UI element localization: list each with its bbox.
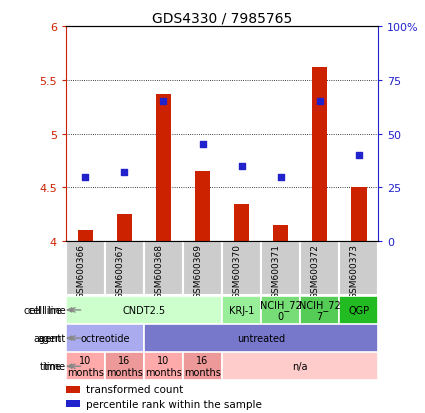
Text: percentile rank within the sample: percentile rank within the sample xyxy=(86,399,262,408)
Text: agent: agent xyxy=(34,333,62,343)
Text: GSM600370: GSM600370 xyxy=(232,243,241,298)
Text: CNDT2.5: CNDT2.5 xyxy=(122,305,165,315)
Bar xyxy=(312,68,328,242)
Bar xyxy=(183,242,222,295)
Bar xyxy=(66,296,222,324)
Bar xyxy=(300,296,339,324)
Bar xyxy=(66,386,80,393)
Text: agent: agent xyxy=(38,333,66,343)
Text: QGP: QGP xyxy=(348,305,369,315)
Text: 16
months: 16 months xyxy=(106,356,143,377)
Text: 10
months: 10 months xyxy=(145,356,182,377)
Bar xyxy=(195,172,210,242)
Bar xyxy=(144,242,183,295)
Text: GSM600366: GSM600366 xyxy=(76,243,85,298)
Bar xyxy=(234,204,249,242)
Bar xyxy=(156,95,171,242)
Text: n/a: n/a xyxy=(292,361,308,371)
Point xyxy=(238,163,245,170)
Point xyxy=(355,152,362,159)
Text: GSM600369: GSM600369 xyxy=(193,243,203,298)
Bar xyxy=(339,296,378,324)
Point xyxy=(82,174,89,180)
Bar xyxy=(105,242,144,295)
Bar xyxy=(222,296,261,324)
Bar xyxy=(144,352,183,380)
Text: NCIH_72
7: NCIH_72 7 xyxy=(299,299,340,321)
Point xyxy=(160,99,167,105)
Bar xyxy=(351,188,366,242)
Bar xyxy=(105,352,144,380)
Text: NCIH_72
0: NCIH_72 0 xyxy=(260,299,301,321)
Text: KRJ-1: KRJ-1 xyxy=(229,305,254,315)
Bar xyxy=(339,242,378,295)
Text: GSM600373: GSM600373 xyxy=(350,243,359,298)
Bar xyxy=(261,242,300,295)
Text: GSM600371: GSM600371 xyxy=(272,243,280,298)
Point xyxy=(199,142,206,148)
Point xyxy=(316,99,323,105)
Bar xyxy=(144,324,378,352)
Bar xyxy=(183,352,222,380)
Bar xyxy=(273,225,289,242)
Bar xyxy=(261,296,300,324)
Text: cell line: cell line xyxy=(24,305,62,315)
Text: cell line: cell line xyxy=(28,305,66,315)
Bar xyxy=(78,231,93,242)
Bar xyxy=(66,242,105,295)
Bar xyxy=(222,242,261,295)
Text: octreotide: octreotide xyxy=(80,333,130,343)
Point xyxy=(277,174,284,180)
Text: 16
months: 16 months xyxy=(184,356,221,377)
Text: GSM600367: GSM600367 xyxy=(116,243,125,298)
Text: GSM600372: GSM600372 xyxy=(311,243,320,298)
Bar xyxy=(116,215,132,242)
Bar xyxy=(66,324,144,352)
Bar xyxy=(66,352,105,380)
Text: GSM600368: GSM600368 xyxy=(155,243,164,298)
Text: untreated: untreated xyxy=(237,333,285,343)
Bar xyxy=(222,352,378,380)
Bar xyxy=(66,400,80,407)
Bar xyxy=(300,242,339,295)
Text: transformed count: transformed count xyxy=(86,384,184,394)
Text: time: time xyxy=(40,361,62,371)
Point xyxy=(121,170,128,176)
Text: time: time xyxy=(44,361,66,371)
Text: 10
months: 10 months xyxy=(67,356,104,377)
Title: GDS4330 / 7985765: GDS4330 / 7985765 xyxy=(152,12,292,26)
